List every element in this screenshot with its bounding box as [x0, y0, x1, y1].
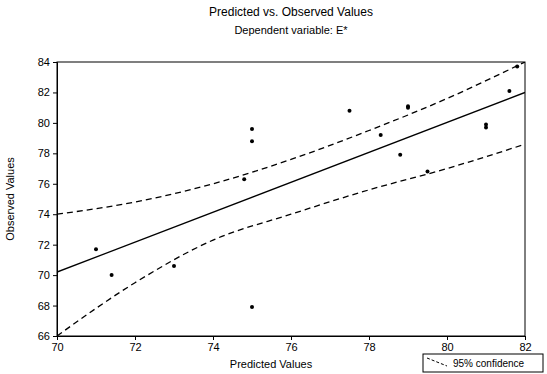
x-axis-title: Predicted Values: [230, 358, 313, 370]
tick-label: 84: [38, 56, 50, 68]
tick-mark: [53, 62, 57, 63]
tick-label: 74: [38, 208, 50, 220]
y-axis-line: [53, 63, 58, 337]
tick: 70: [38, 269, 57, 281]
legend-label: 95% confidence: [453, 358, 525, 369]
tick: 72: [38, 239, 57, 251]
point: [406, 104, 410, 108]
tick: 74: [38, 208, 57, 220]
point: [94, 247, 98, 251]
point: [250, 305, 254, 309]
point: [484, 125, 488, 129]
tick: 82: [519, 336, 531, 353]
point: [507, 89, 511, 93]
point: [398, 153, 402, 157]
tick: 70: [51, 336, 63, 353]
tick-mark: [53, 123, 57, 124]
tick-label: 74: [207, 341, 219, 353]
tick-mark: [53, 184, 57, 185]
subtitle: Dependent variable: E*: [234, 24, 348, 36]
point: [110, 273, 114, 277]
legend-swatch: [427, 358, 447, 366]
tick-label: 70: [51, 341, 63, 353]
tick-mark: [53, 336, 57, 337]
tick-mark: [369, 336, 370, 340]
point: [250, 127, 254, 131]
tick-mark: [53, 275, 57, 276]
tick-label: 78: [363, 341, 375, 353]
tick: 76: [38, 178, 57, 190]
tick-label: 82: [38, 86, 50, 98]
tick: 78: [38, 147, 57, 159]
point: [250, 139, 254, 143]
confidence-line: [57, 144, 525, 336]
legend: 95% confidence: [423, 354, 543, 372]
marks: [57, 62, 525, 336]
tick: 74: [207, 336, 219, 353]
tick-label: 80: [441, 341, 453, 353]
tick-label: 78: [38, 147, 50, 159]
point: [348, 109, 352, 113]
point: [426, 170, 430, 174]
confidence-line: [57, 62, 525, 214]
y-axis: 66 68 70 72 74 76 78 80 82 84: [38, 56, 58, 342]
tick-mark: [213, 336, 214, 340]
tick-mark: [53, 306, 57, 307]
tick-mark: [53, 153, 57, 154]
x-axis: 70 72 74 76 78 80 82: [51, 336, 531, 353]
plot-frame: [57, 62, 525, 336]
tick-mark: [525, 336, 526, 340]
tick-mark: [291, 336, 292, 340]
tick-label: 80: [38, 117, 50, 129]
tick-label: 72: [129, 341, 141, 353]
point: [242, 177, 246, 181]
tick-label: 66: [38, 330, 50, 342]
tick: 84: [38, 56, 57, 68]
tick: 72: [129, 336, 141, 353]
point: [379, 133, 383, 137]
tick-label: 72: [38, 239, 50, 251]
chart: Predicted vs. Observed Values Dependent v…: [0, 0, 547, 374]
tick-mark: [53, 92, 57, 93]
tick-label: 68: [38, 300, 50, 312]
tick-mark: [53, 214, 57, 215]
tick: 80: [38, 117, 57, 129]
title: Predicted vs. Observed Values: [209, 5, 373, 19]
tick-label: 70: [38, 269, 50, 281]
tick: 66: [38, 330, 57, 342]
tick: 80: [441, 336, 453, 353]
legend-box: [423, 354, 543, 372]
tick-label: 76: [38, 178, 50, 190]
x-axis-line: [58, 337, 526, 341]
tick-mark: [447, 336, 448, 340]
tick-mark: [135, 336, 136, 340]
tick: 76: [285, 336, 297, 353]
tick: 78: [363, 336, 375, 353]
tick: 82: [38, 86, 57, 98]
tick-label: 76: [285, 341, 297, 353]
y-axis-title: Observed Values: [4, 157, 16, 241]
tick-label: 82: [519, 341, 531, 353]
tick-mark: [53, 245, 57, 246]
fit-line: [57, 92, 525, 272]
point: [172, 264, 176, 268]
tick: 68: [38, 300, 57, 312]
